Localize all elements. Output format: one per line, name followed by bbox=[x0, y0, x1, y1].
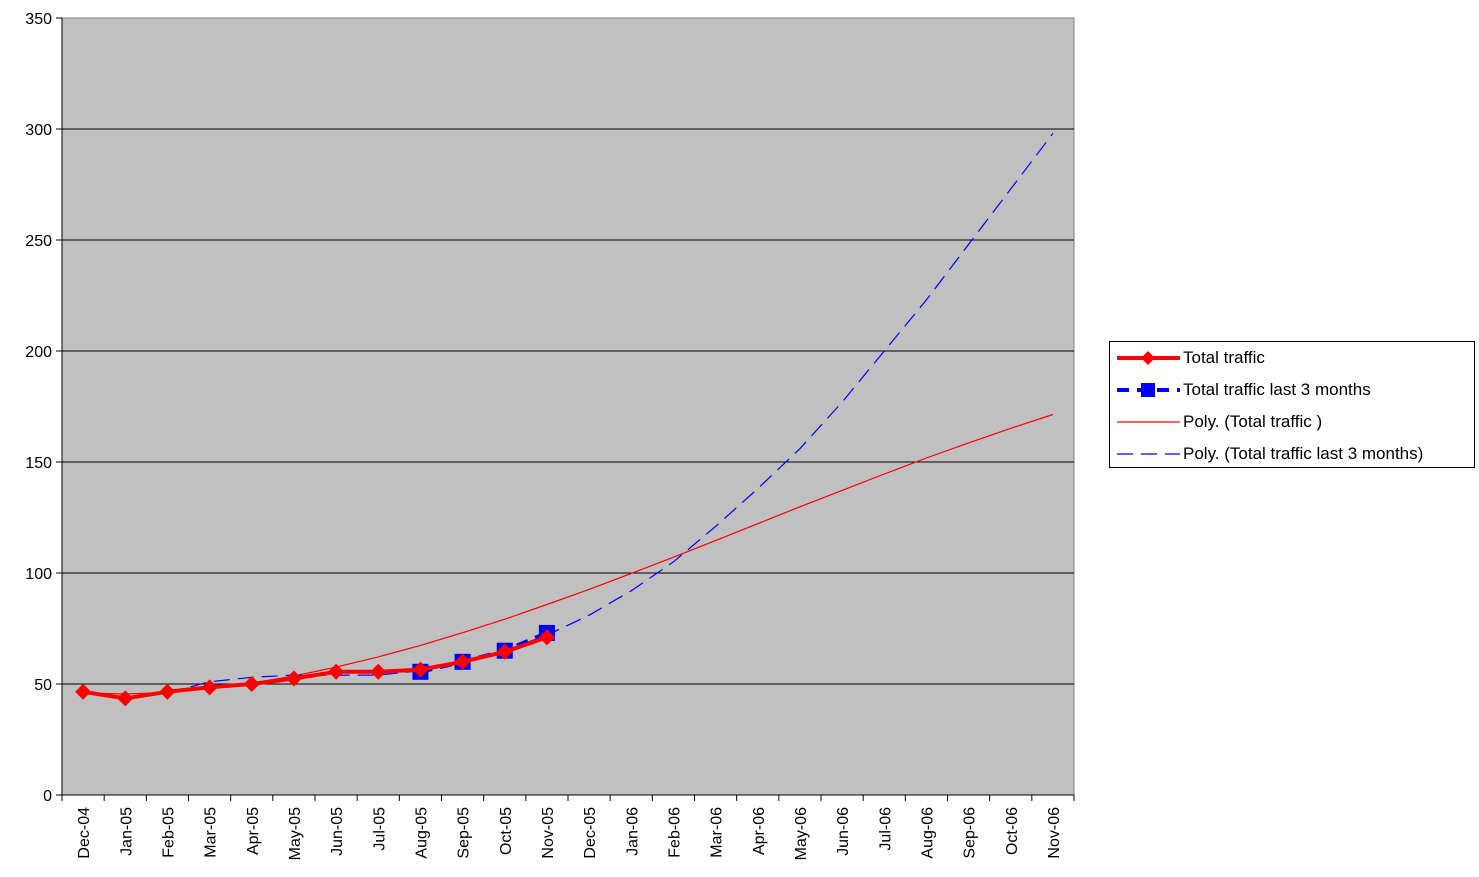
legend-label: Total traffic bbox=[1183, 348, 1265, 367]
legend-item-total-traffic: Total traffic bbox=[1110, 342, 1474, 374]
x-tick-label: Mar-06 bbox=[709, 807, 726, 858]
series bbox=[75, 133, 1054, 707]
x-tick-label: Mar-05 bbox=[203, 807, 220, 858]
x-tick-labels: Dec-04 Jan-05 Feb-05 Mar-05 Apr-05 May-05 Jun-… bbox=[76, 807, 1063, 860]
data-point-diamond bbox=[243, 676, 260, 692]
x-tick-label: Oct-06 bbox=[1004, 807, 1021, 855]
series-line bbox=[82, 635, 548, 701]
data-point-diamond bbox=[285, 670, 302, 687]
x-tick-label: Aug-06 bbox=[919, 807, 936, 859]
y-tick-label: 300 bbox=[25, 122, 52, 139]
x-tick-label: Jun-06 bbox=[835, 807, 852, 856]
plot-area bbox=[61, 17, 1075, 796]
data-point-diamond bbox=[159, 683, 176, 700]
x-tick-label: Aug-05 bbox=[413, 807, 430, 859]
legend-label: Total traffic last 3 months bbox=[1183, 380, 1371, 399]
legend-label: Poly. (Total traffic ) bbox=[1183, 412, 1323, 431]
data-point-diamond bbox=[75, 683, 92, 700]
legend-item-poly-total-traffic-last-3-months: Poly. (Total traffic last 3 months) bbox=[1110, 438, 1474, 470]
x-tick-label: Apr-06 bbox=[751, 807, 768, 855]
y-tick-label: 150 bbox=[25, 455, 52, 472]
legend-swatch-total-traffic bbox=[1117, 351, 1180, 365]
data-point-diamond bbox=[496, 643, 513, 660]
legend-item-poly-total-traffic: Poly. (Total traffic ) bbox=[1110, 406, 1474, 438]
y-tick-label: 350 bbox=[25, 11, 52, 28]
data-point-diamond bbox=[538, 629, 555, 646]
x-tick-label: May-05 bbox=[287, 807, 304, 860]
x-tick-label: Apr-05 bbox=[245, 807, 262, 855]
y-tick-label: 0 bbox=[43, 788, 52, 805]
x-tick-label: Oct-05 bbox=[498, 807, 515, 855]
y-tick-label: 50 bbox=[34, 677, 52, 694]
legend-item-total-traffic-last-3-months: Total traffic last 3 months bbox=[1110, 374, 1474, 406]
x-tick-label: Sep-06 bbox=[962, 807, 979, 859]
x-tick-label: Dec-05 bbox=[582, 807, 599, 859]
data-point-diamond bbox=[201, 679, 218, 696]
legend: Total traffic Total traffic last 3 month… bbox=[1109, 341, 1475, 468]
y-tick-label: 200 bbox=[25, 344, 52, 361]
axes bbox=[56, 17, 1075, 801]
x-tick-label: Dec-04 bbox=[76, 807, 93, 859]
y-tick-label: 250 bbox=[25, 233, 52, 250]
x-tick-label: Jan-06 bbox=[624, 807, 641, 856]
x-tick-label: Jun-05 bbox=[329, 807, 346, 856]
data-point-diamond bbox=[454, 653, 471, 670]
x-tick-label: Jul-05 bbox=[371, 807, 388, 851]
legend-swatch-poly-total-traffic bbox=[1117, 421, 1180, 423]
x-tick-label: Feb-06 bbox=[666, 807, 683, 858]
data-point-diamond bbox=[328, 663, 345, 680]
series-total-traffic bbox=[75, 629, 555, 707]
legend-label: Poly. (Total traffic last 3 months) bbox=[1183, 444, 1424, 463]
x-tick-label: Nov-05 bbox=[540, 807, 557, 859]
y-tick-labels: 0 50 100 150 200 250 300 350 bbox=[25, 11, 52, 805]
legend-swatch-total-traffic-last-3-months bbox=[1117, 383, 1180, 397]
x-tick-label: Nov-06 bbox=[1046, 807, 1063, 859]
x-tick-label: Jan-05 bbox=[118, 807, 135, 856]
x-tick-label: Sep-05 bbox=[456, 807, 473, 859]
x-tick-label: Jul-06 bbox=[877, 807, 894, 851]
legend-swatch-poly-total-traffic-last-3-months bbox=[1117, 453, 1180, 455]
data-point-diamond bbox=[117, 690, 134, 707]
x-tick-label: Feb-05 bbox=[160, 807, 177, 858]
x-tick-label: May-06 bbox=[793, 807, 810, 860]
data-point-diamond bbox=[412, 661, 429, 678]
y-tick-label: 100 bbox=[25, 566, 52, 583]
data-point-diamond bbox=[370, 663, 387, 680]
